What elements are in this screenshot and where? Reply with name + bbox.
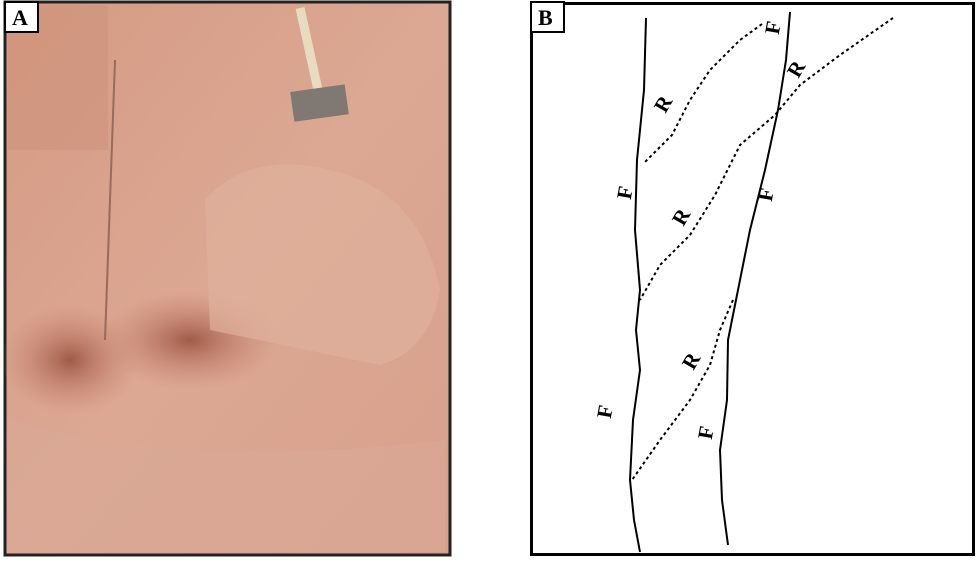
fault-line: [718, 11, 791, 546]
hammer-handle: [295, 7, 323, 91]
label-box: [530, 1, 565, 33]
annotation: F: [760, 19, 786, 36]
panel-label: B: [538, 5, 553, 30]
rock-block: [205, 164, 440, 365]
sketch-frame: [530, 2, 975, 556]
riedel-shear: [639, 17, 894, 301]
annotation: F: [693, 424, 719, 441]
panel-label: A: [12, 5, 28, 30]
annotation: F: [592, 403, 618, 420]
fracture: [104, 59, 116, 341]
hammer-head: [290, 84, 349, 122]
label-box: [4, 1, 39, 33]
riedel-shear: [644, 23, 763, 163]
ground: [8, 420, 445, 552]
annotation: F: [753, 186, 779, 203]
annotation: F: [612, 184, 638, 201]
fault-line: [628, 17, 647, 553]
panel-a: A: [0, 0, 452, 557]
